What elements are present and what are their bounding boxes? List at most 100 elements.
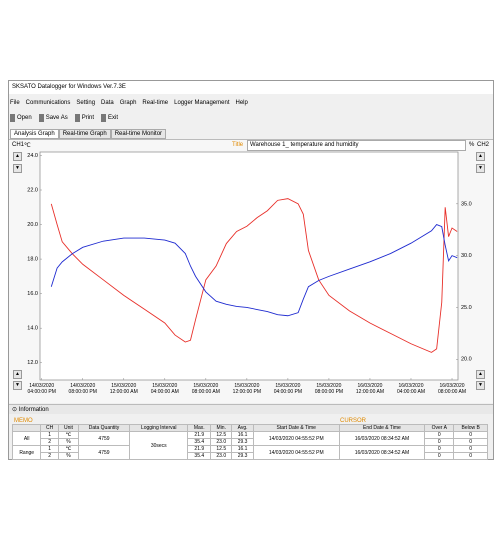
cell: 0 bbox=[424, 452, 455, 460]
scroll-up[interactable]: ▲ bbox=[476, 152, 485, 161]
cell: Range bbox=[11, 445, 42, 460]
menu-item[interactable]: Data bbox=[101, 100, 114, 106]
x-tick-label: 15/03/2020 12:00:00 PM bbox=[232, 383, 262, 395]
data-row: Range 1 ℃ 4759 21.9 12.5 16.1 14/03/2020 04:55:… bbox=[11, 445, 488, 460]
x-tick-label: 15/03/2020 12:00:00 AM bbox=[109, 383, 138, 395]
y2-tick-label: 30.0 bbox=[461, 253, 472, 259]
y-tick-label: 16.0 bbox=[27, 291, 38, 297]
cell: 29.3 bbox=[231, 438, 254, 446]
cell: 35.4 bbox=[187, 452, 212, 460]
memo-label: MEMO bbox=[14, 418, 33, 424]
header-cell: Data Quantity bbox=[77, 424, 131, 432]
cell: 30secs bbox=[129, 431, 189, 460]
header-cell: Below B bbox=[453, 424, 488, 432]
cursor-label: CURSOR bbox=[340, 418, 367, 424]
cell: 21.9 bbox=[187, 431, 212, 439]
cell: 14/03/2020 04:55:52 PM bbox=[252, 431, 340, 446]
cell: 16.1 bbox=[231, 431, 254, 439]
cell: 23.0 bbox=[210, 438, 233, 446]
cell: 16/03/2020 08:34:52 AM bbox=[338, 445, 426, 460]
cell: 35.4 bbox=[187, 438, 212, 446]
y-tick-label: 18.0 bbox=[27, 257, 38, 263]
y-tick-label: 12.0 bbox=[27, 360, 38, 366]
header-cell: Over A bbox=[424, 424, 455, 432]
y2-tick-label: 20.0 bbox=[461, 357, 472, 363]
tab[interactable]: Real-time Monitor bbox=[110, 129, 167, 139]
x-tick-label: 16/03/2020 12:00:00 AM bbox=[355, 383, 384, 395]
cell: 23.0 bbox=[210, 452, 233, 460]
info-bar bbox=[9, 404, 493, 414]
cell: 12.5 bbox=[210, 445, 233, 453]
scroll-up[interactable]: ▲ bbox=[13, 152, 22, 161]
cell: 0 bbox=[453, 431, 488, 439]
menu-item[interactable]: Real-time bbox=[142, 100, 169, 106]
header-cell: Avg. bbox=[231, 424, 254, 432]
cell: 0 bbox=[453, 438, 488, 446]
cell: 12.5 bbox=[210, 431, 233, 439]
y-tick-label: 22.0 bbox=[27, 187, 38, 193]
menu-item[interactable]: Logger Management bbox=[174, 100, 230, 106]
ch1-label: CH1 bbox=[12, 142, 25, 148]
toolbar-button[interactable]: Exit bbox=[101, 114, 120, 122]
title-field[interactable]: Warehouse 1_ temperature and humidity bbox=[247, 140, 466, 151]
cell: ℃ bbox=[57, 445, 79, 453]
scroll-up[interactable]: ▲ bbox=[476, 370, 485, 379]
window-title: SKSATO Datalogger for Windows Ver.7.3E bbox=[12, 84, 126, 90]
header-row: CH Unit Data Quantity Logging Interval Max. M… bbox=[11, 424, 488, 432]
scroll-down[interactable]: ▼ bbox=[13, 381, 22, 390]
header-cell: Max. bbox=[187, 424, 212, 432]
header-cell: Logging Interval bbox=[129, 424, 189, 432]
ch2-unit: % bbox=[469, 142, 475, 148]
toolbar-button[interactable]: Open bbox=[10, 114, 34, 122]
scroll-down[interactable]: ▼ bbox=[476, 381, 485, 390]
cell: 0 bbox=[453, 452, 488, 460]
title-bar bbox=[9, 81, 493, 94]
menu-item[interactable]: File bbox=[10, 100, 20, 106]
scroll-up[interactable]: ▲ bbox=[13, 370, 22, 379]
y2-tick-label: 25.0 bbox=[461, 305, 472, 311]
y-tick-label: 20.0 bbox=[27, 222, 38, 228]
data-line bbox=[50, 198, 458, 353]
header-cell: Start Date & Time bbox=[252, 424, 340, 432]
x-tick-label: 16/03/2020 04:00:00 AM bbox=[396, 383, 426, 395]
toolbar-button[interactable]: Save As bbox=[38, 114, 70, 122]
info-title-text: Information bbox=[18, 407, 49, 413]
ch2-label: CH2 bbox=[477, 142, 490, 148]
cell: 16/03/2020 08:34:52 AM bbox=[338, 431, 426, 446]
cell: 0 bbox=[424, 431, 455, 439]
cell: 0 bbox=[424, 445, 455, 453]
x-tick-label: 15/03/2020 04:00:00 AM bbox=[150, 383, 179, 395]
cell: % bbox=[57, 452, 79, 460]
cell: 1 bbox=[40, 431, 59, 439]
data-row: All 1 ℃ 4759 30secs 21.9 12.5 16.1 14/03/2020 04… bbox=[11, 431, 488, 460]
cell: 4759 bbox=[77, 445, 131, 460]
plot-area bbox=[39, 151, 459, 381]
toolbar-button[interactable]: Print bbox=[74, 114, 96, 122]
menu-item[interactable]: Communications bbox=[25, 100, 71, 106]
y2-tick-label: 35.0 bbox=[461, 201, 472, 207]
y-tick-label: 24.0 bbox=[27, 153, 38, 159]
header-cell: CH bbox=[40, 424, 59, 432]
header-cell: Unit bbox=[57, 424, 79, 432]
cell: All bbox=[11, 431, 42, 446]
scroll-down[interactable]: ▼ bbox=[13, 164, 22, 173]
ch1-unit: ℃ bbox=[24, 143, 31, 149]
header-cell: Min. bbox=[210, 424, 233, 432]
menu-item[interactable]: Graph bbox=[119, 100, 137, 106]
x-tick-label: 14/03/2020 04:00:00 PM bbox=[27, 383, 56, 395]
tab[interactable]: Analysis Graph bbox=[10, 129, 59, 139]
x-tick-label: 15/03/2020 04:00:00 PM bbox=[273, 383, 303, 395]
x-tick-label: 14/03/2020 08:00:00 PM bbox=[68, 383, 97, 395]
tab-bar: Analysis Graph Real-time Graph Real-time M… bbox=[10, 129, 167, 139]
cell: 0 bbox=[453, 445, 488, 453]
menu-item[interactable]: Help bbox=[235, 100, 248, 106]
menu-item[interactable]: Setting bbox=[76, 100, 96, 106]
tab[interactable]: Real-time Graph bbox=[58, 129, 111, 139]
x-tick-label: 15/03/2020 08:00:00 AM bbox=[191, 383, 220, 395]
toolbar: Open Save As Print Exit bbox=[10, 114, 120, 122]
scroll-down[interactable]: ▼ bbox=[476, 164, 485, 173]
header-cell bbox=[11, 424, 42, 432]
header-cell: End Date & Time bbox=[338, 424, 426, 432]
